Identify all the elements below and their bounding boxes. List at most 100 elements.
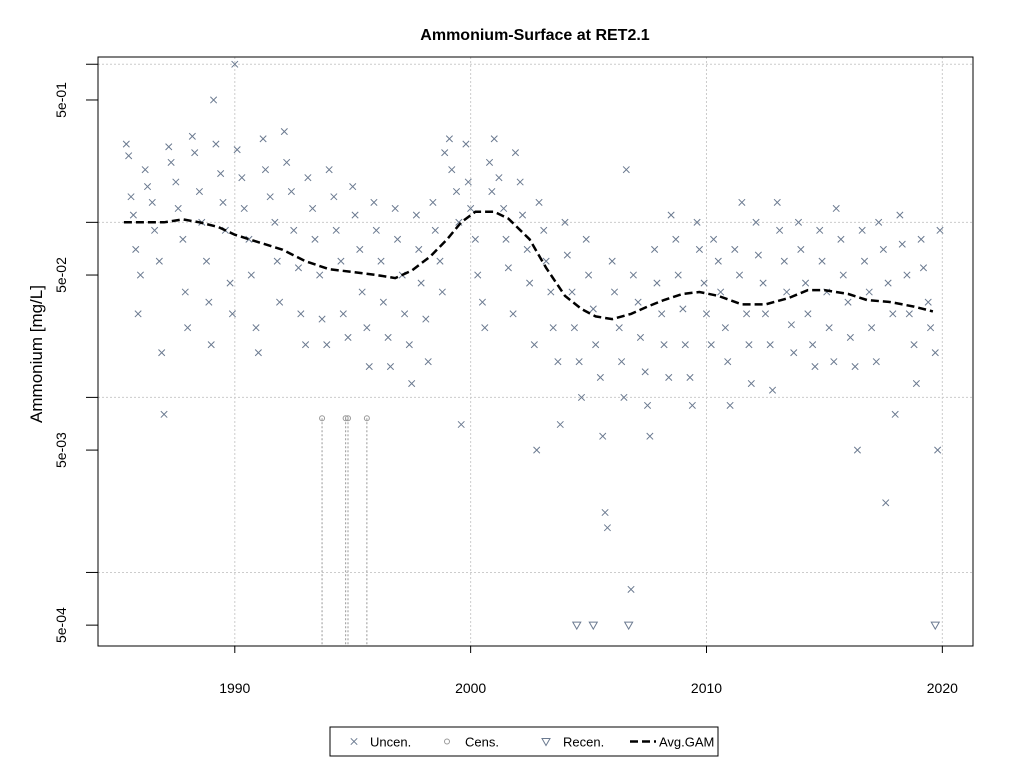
data-point [122,140,130,148]
data-point [717,288,725,296]
data-point [660,341,668,349]
data-point [917,235,925,243]
data-point [212,140,220,148]
data-point [184,324,192,332]
data-point [556,420,564,429]
data-point [910,341,918,349]
data-point [488,187,496,196]
data-point [634,298,642,306]
recensored-point [623,621,634,631]
data-point [710,235,718,243]
data-point [872,358,880,366]
data-point [405,341,413,349]
data-point [127,193,135,201]
data-point [865,288,873,296]
data-point [136,271,145,279]
data-point [575,358,583,366]
data-point [151,226,159,234]
data-point [231,60,239,68]
data-point [217,169,225,178]
data-point [754,251,762,259]
data-point [629,271,637,279]
data-point [702,310,711,318]
data-point [393,235,402,243]
data-point [332,226,340,234]
data-point [377,257,385,265]
data-point [155,257,163,265]
data-point [919,264,928,272]
data-point [297,310,305,318]
data-point [280,128,288,136]
data-point [804,310,812,318]
data-point [592,341,600,349]
data-point [773,198,781,206]
data-point [636,333,645,341]
data-point [530,341,538,349]
data-point [158,349,166,357]
x-tick-label: 2010 [691,680,722,696]
legend-label: Avg.GAM [659,735,714,750]
data-point [783,288,791,296]
data-point [228,310,236,318]
data-point [577,393,586,401]
y-tick-label: 5e-04 [53,607,69,643]
data-point [337,257,345,265]
data-point [860,257,869,265]
data-point [294,264,303,272]
data-point [481,324,489,332]
data-point [667,211,675,219]
data-point [745,341,753,349]
data-point [700,279,708,287]
data-point [610,288,619,296]
data-point [832,204,840,213]
data-point [415,245,423,254]
data-point [672,235,680,243]
data-point [311,235,319,243]
data-point [752,218,760,226]
data-point [816,226,824,234]
data-point [205,298,213,306]
data-point [252,324,260,332]
data-point [776,226,784,234]
data-point [304,174,312,182]
data-point [179,235,187,243]
data-point [693,218,701,226]
data-point [160,410,168,418]
data-point [301,341,310,349]
data-point [188,132,196,140]
data-point [582,235,590,243]
data-point [858,226,866,234]
data-point [747,379,755,388]
data-point [646,432,654,440]
x-tick-label: 2000 [455,680,486,696]
censored-point [345,415,351,422]
data-point [330,193,338,201]
data-point [464,178,472,186]
data-point [759,279,767,287]
axes: 1990 2000 2010 2020 5e-04 5e-03 5e-02 5e-01 [53,63,958,696]
data-point [318,315,326,323]
data-point [504,264,512,272]
data-point [509,310,517,318]
data-point [731,245,739,254]
data-point [846,333,854,341]
data-point [431,226,439,234]
data-point [651,245,659,254]
data-point [658,310,666,318]
data-point [339,310,347,318]
data-point [226,279,234,287]
data-point [448,166,456,174]
data-point [445,135,453,143]
data-point [379,298,387,306]
legend-box [329,726,719,757]
data-point [316,271,324,279]
data-point [323,341,331,349]
data-point [615,324,623,332]
data-point [134,310,142,318]
data-point [596,373,604,381]
data-point [351,211,359,219]
data-point [195,187,203,196]
data-point [620,393,628,401]
data-point [844,298,852,306]
data-point [266,193,274,201]
